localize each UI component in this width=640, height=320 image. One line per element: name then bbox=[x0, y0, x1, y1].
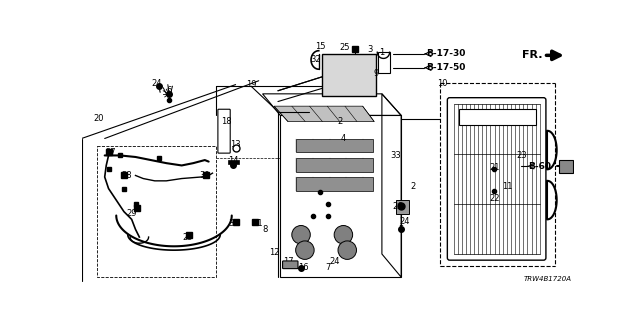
Text: B-17-50: B-17-50 bbox=[426, 63, 465, 72]
Text: 25: 25 bbox=[340, 43, 350, 52]
Text: 24: 24 bbox=[152, 78, 163, 88]
Text: 14: 14 bbox=[228, 156, 239, 164]
Text: 4: 4 bbox=[340, 134, 346, 143]
Text: 1: 1 bbox=[380, 48, 385, 57]
Text: 10: 10 bbox=[436, 78, 447, 88]
Text: 16: 16 bbox=[298, 263, 308, 272]
Text: 24: 24 bbox=[329, 257, 339, 266]
Text: FR.: FR. bbox=[522, 50, 542, 60]
Text: 8: 8 bbox=[262, 225, 268, 234]
Text: 29: 29 bbox=[182, 233, 193, 242]
Text: 23: 23 bbox=[516, 151, 527, 160]
Text: 18: 18 bbox=[221, 117, 232, 126]
Text: 19: 19 bbox=[246, 80, 256, 89]
Text: 5: 5 bbox=[399, 225, 404, 234]
Text: 20: 20 bbox=[93, 114, 104, 123]
Polygon shape bbox=[228, 160, 239, 164]
Circle shape bbox=[334, 226, 353, 244]
Text: 15: 15 bbox=[315, 42, 326, 51]
Text: 31: 31 bbox=[228, 219, 239, 228]
Text: 29: 29 bbox=[127, 210, 137, 219]
Text: 31: 31 bbox=[252, 219, 262, 228]
Text: 33: 33 bbox=[390, 151, 401, 160]
Text: 28: 28 bbox=[121, 171, 132, 180]
Text: TRW4B1720A: TRW4B1720A bbox=[524, 276, 572, 282]
Text: 22: 22 bbox=[489, 194, 500, 203]
Text: 11: 11 bbox=[502, 182, 513, 191]
Text: 30: 30 bbox=[200, 171, 210, 180]
Text: 7: 7 bbox=[325, 263, 331, 272]
Text: 6: 6 bbox=[166, 86, 172, 95]
Polygon shape bbox=[296, 158, 372, 172]
Polygon shape bbox=[459, 109, 536, 124]
Circle shape bbox=[338, 241, 356, 260]
Text: 2: 2 bbox=[337, 117, 342, 126]
Text: B-17-30: B-17-30 bbox=[426, 49, 465, 58]
Text: 32: 32 bbox=[310, 55, 321, 64]
Polygon shape bbox=[559, 160, 573, 173]
FancyBboxPatch shape bbox=[283, 261, 298, 268]
Text: 24: 24 bbox=[400, 217, 410, 226]
Text: B-60: B-60 bbox=[528, 162, 551, 171]
Text: 13: 13 bbox=[230, 140, 241, 149]
Text: 12: 12 bbox=[269, 248, 279, 257]
Polygon shape bbox=[274, 106, 374, 122]
Text: 2: 2 bbox=[410, 182, 415, 191]
Text: 9: 9 bbox=[374, 69, 379, 78]
Polygon shape bbox=[296, 139, 372, 152]
Text: 26: 26 bbox=[392, 202, 403, 211]
Text: 21: 21 bbox=[489, 163, 500, 172]
Polygon shape bbox=[396, 200, 409, 214]
Polygon shape bbox=[296, 177, 372, 191]
Text: 27: 27 bbox=[106, 148, 116, 157]
Polygon shape bbox=[322, 54, 376, 96]
Text: 17: 17 bbox=[283, 257, 293, 266]
Circle shape bbox=[292, 226, 310, 244]
Circle shape bbox=[296, 241, 314, 260]
Text: 3: 3 bbox=[367, 45, 373, 54]
